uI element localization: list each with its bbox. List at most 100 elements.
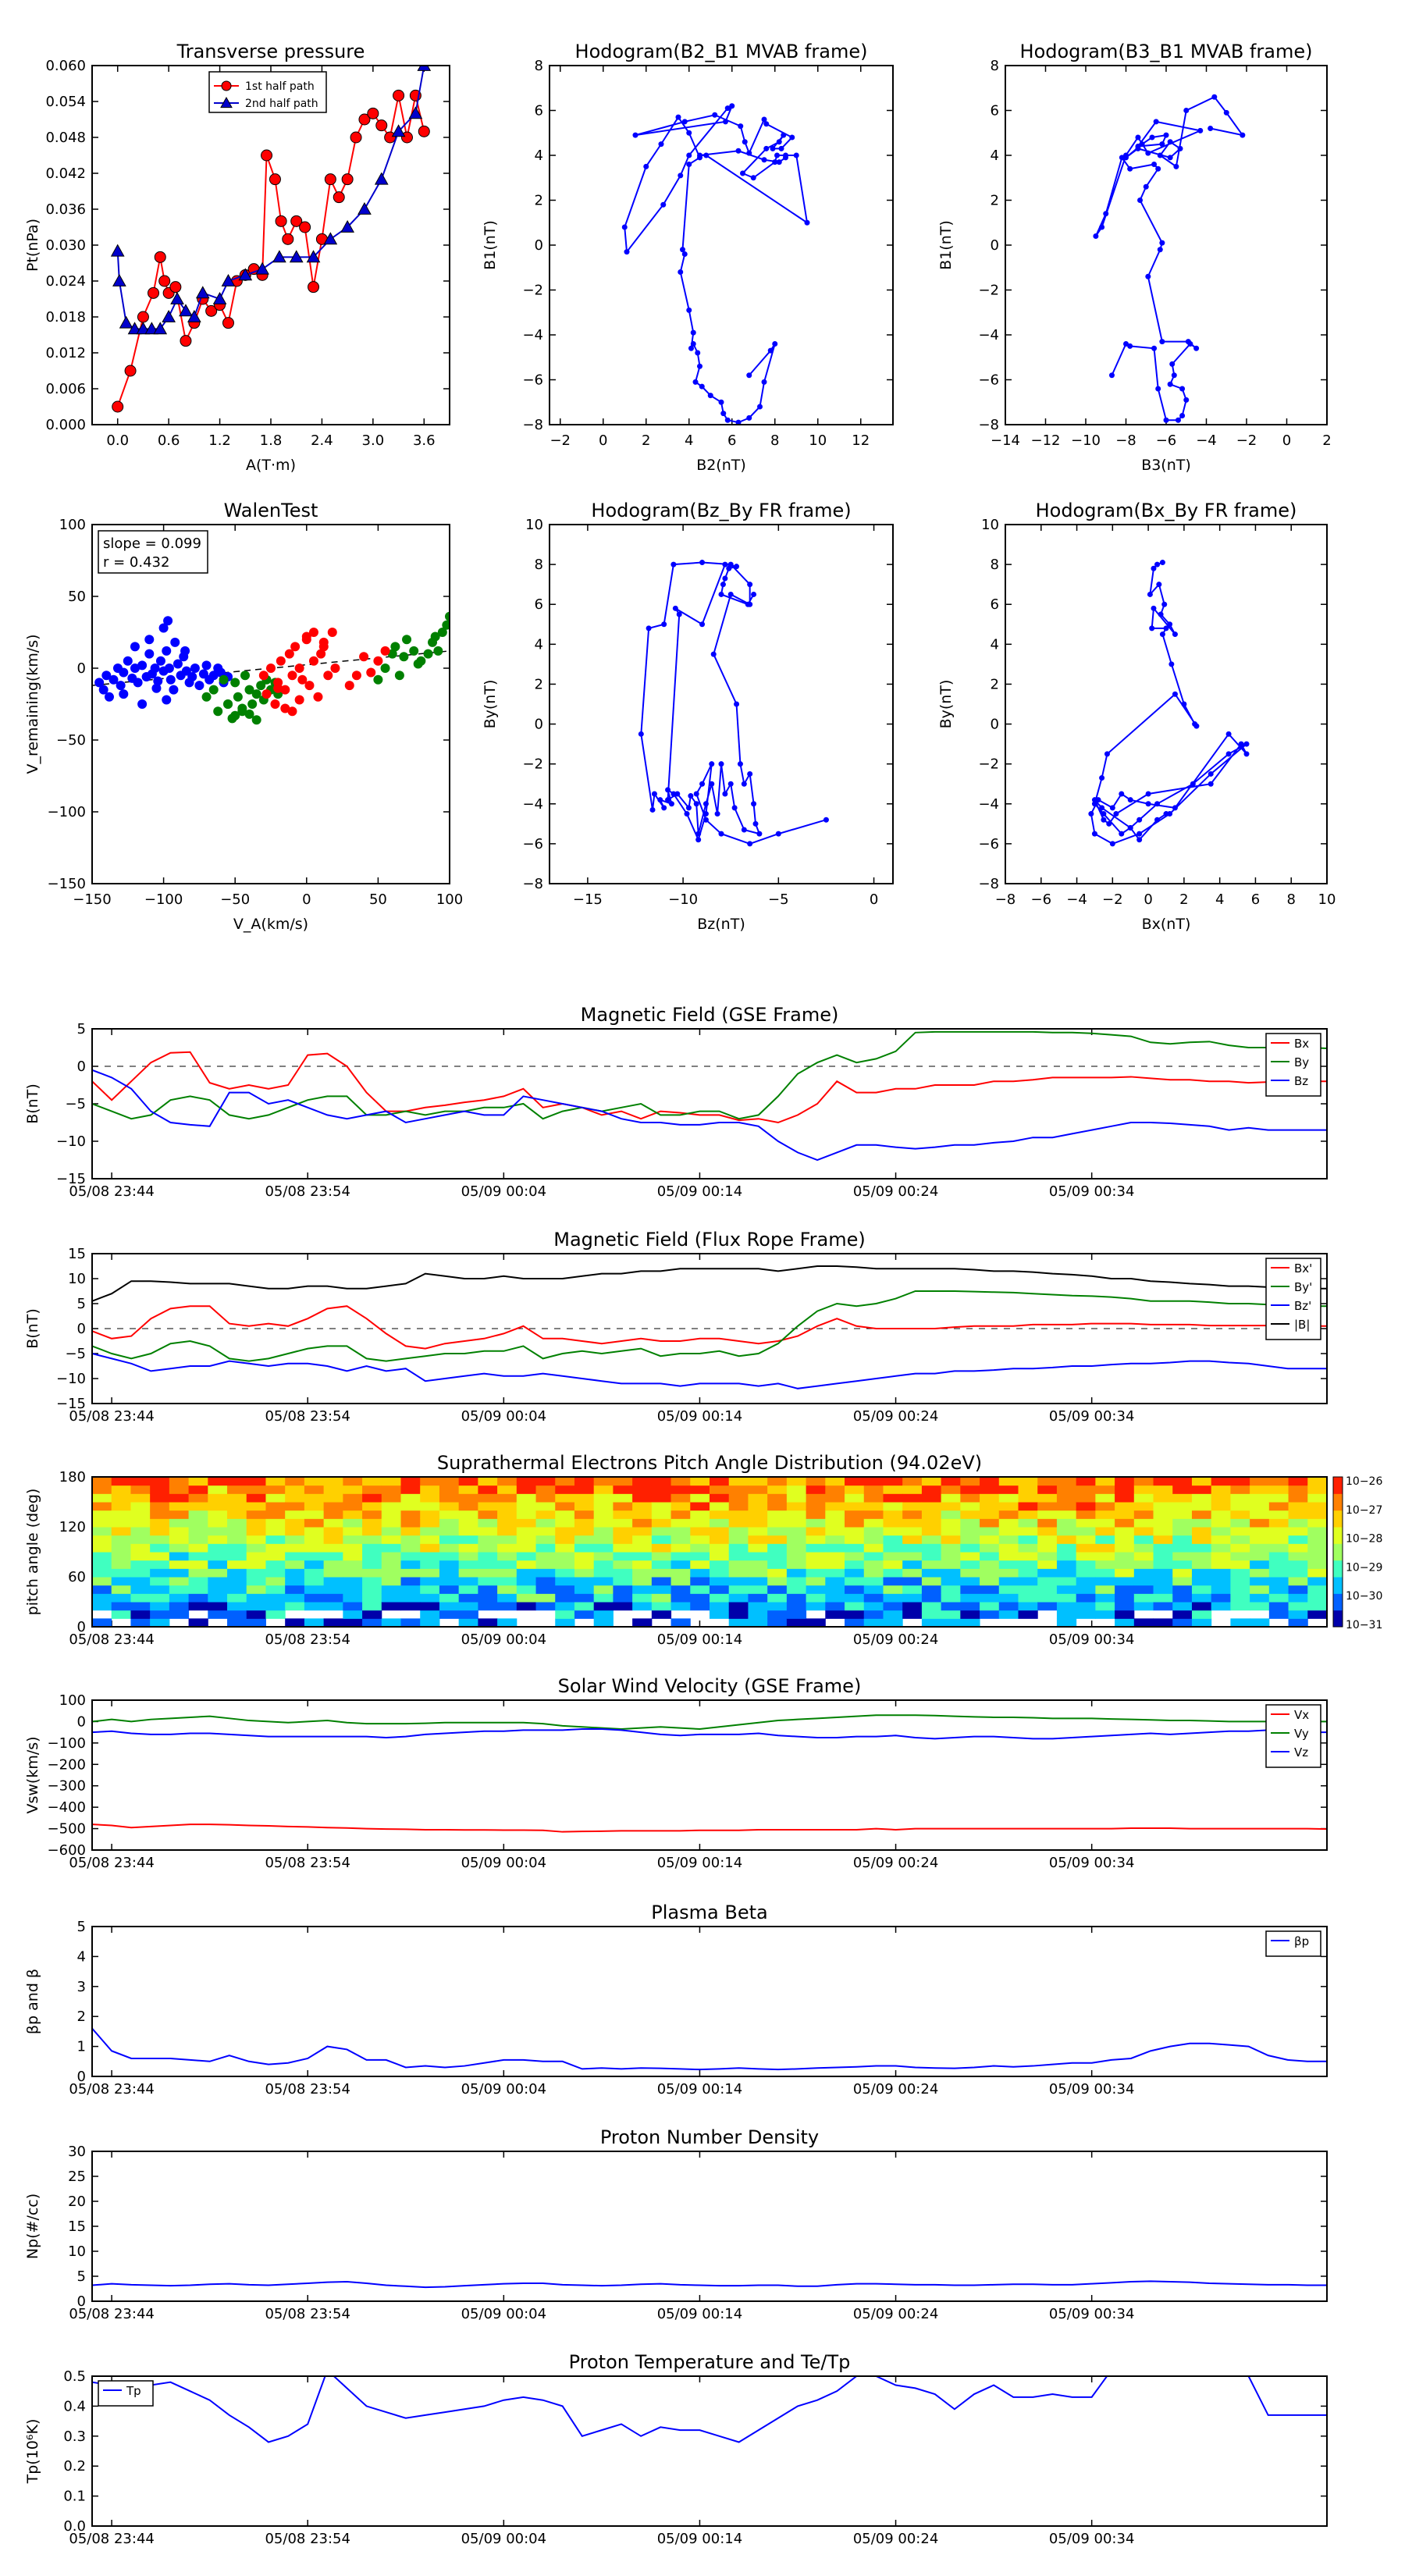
heatmap-cell [845, 1493, 865, 1503]
heatmap-cell [439, 1552, 460, 1561]
series-line [92, 2376, 1327, 2443]
data-point [162, 309, 176, 322]
data-point [1163, 417, 1169, 423]
y-tick-label: 10 [68, 1271, 86, 1287]
data-point [221, 273, 236, 286]
heatmap-cell [343, 1610, 363, 1619]
heatmap-cell [1307, 1610, 1327, 1619]
data-point [212, 291, 227, 304]
heatmap-cell [748, 1543, 768, 1553]
heatmap-cell [845, 1585, 865, 1594]
heatmap-cell [304, 1518, 325, 1528]
data-point [789, 134, 795, 141]
data-point [130, 664, 140, 673]
heatmap-cell [806, 1618, 826, 1627]
heatmap-cell [593, 1560, 614, 1569]
data-point [390, 642, 400, 652]
data-point [417, 66, 432, 71]
heatmap-cell [998, 1610, 1019, 1619]
data-point [746, 372, 752, 379]
heatmap-cell [439, 1593, 460, 1603]
heatmap-cell [1191, 1510, 1212, 1519]
heatmap-cell [1172, 1510, 1193, 1519]
heatmap-cell [265, 1552, 286, 1561]
x-tick-label: −4 [1196, 432, 1217, 449]
heatmap-cell [535, 1585, 556, 1594]
heatmap-cell [825, 1610, 845, 1619]
heatmap-cell [111, 1518, 131, 1528]
series-line [92, 1353, 1327, 1389]
y-tick-label: −6 [978, 836, 999, 852]
heatmap-cell [863, 1585, 884, 1594]
data-point [367, 107, 379, 119]
heatmap-cell [150, 1502, 170, 1511]
heatmap-cell [343, 1518, 363, 1528]
heatmap-cell [516, 1543, 537, 1553]
data-point [670, 791, 677, 797]
data-point [375, 119, 388, 132]
data-point [1113, 811, 1119, 817]
heatmap-cell [188, 1560, 208, 1569]
data-point [735, 148, 742, 154]
heatmap-cell [130, 1618, 151, 1627]
legend-label: Bz' [1294, 1299, 1311, 1313]
heatmap-cell [1250, 1518, 1270, 1528]
data-point [163, 616, 173, 626]
x-tick-label: 05/09 00:14 [657, 2306, 742, 2322]
heatmap-cell [420, 1485, 440, 1494]
data-point [772, 159, 778, 165]
heatmap-cell [902, 1585, 923, 1594]
data-point [409, 646, 419, 656]
y-tick-label: 4 [535, 636, 543, 653]
heatmap-cell [304, 1593, 325, 1603]
data-point [162, 695, 172, 705]
heatmap-cell [1288, 1568, 1308, 1578]
heatmap-cell [208, 1518, 228, 1528]
data-point [219, 674, 229, 685]
heatmap-cell [806, 1527, 826, 1536]
heatmap-cell [246, 1493, 266, 1503]
data-point [693, 791, 699, 797]
heatmap-cell [285, 1510, 305, 1519]
heatmap-cell [400, 1568, 421, 1578]
x-tick-label: 8 [770, 432, 779, 449]
data-point [697, 363, 702, 369]
heatmap-cell [1115, 1568, 1135, 1578]
heatmap-cell [728, 1610, 749, 1619]
data-point [686, 152, 692, 158]
data-point [670, 561, 677, 568]
heatmap-cell [439, 1568, 460, 1578]
data-point [181, 666, 191, 676]
heatmap-cell [710, 1585, 730, 1594]
data-point [770, 145, 776, 151]
y-tick-label: 5 [77, 1021, 86, 1037]
data-point [393, 89, 405, 101]
data-point [665, 787, 671, 793]
series-line [92, 1305, 1327, 1350]
heatmap-cell [420, 1593, 440, 1603]
heatmap-cell [1211, 1502, 1231, 1511]
data-point [108, 674, 119, 685]
data-point [763, 145, 770, 151]
heatmap-cell [1288, 1610, 1308, 1619]
heatmap-cell [710, 1560, 730, 1569]
heatmap-cell [941, 1518, 961, 1528]
y-tick-label: −8 [522, 876, 543, 892]
heatmap-cell [902, 1535, 923, 1544]
heatmap-cell [806, 1593, 826, 1603]
heatmap-cell [343, 1502, 363, 1511]
heatmap-cell [227, 1535, 247, 1544]
heatmap-cell [555, 1593, 575, 1603]
heatmap-cell [960, 1477, 980, 1486]
heatmap-cell [574, 1493, 595, 1503]
x-tick-label: 0 [599, 432, 607, 449]
heatmap-cell [285, 1560, 305, 1569]
heatmap-cell [1172, 1535, 1193, 1544]
heatmap-cell [535, 1477, 556, 1486]
heatmap-cell [1191, 1552, 1212, 1561]
heatmap-cell [845, 1543, 865, 1553]
heatmap-cell [458, 1510, 478, 1519]
y-tick-label: −2 [522, 756, 543, 773]
